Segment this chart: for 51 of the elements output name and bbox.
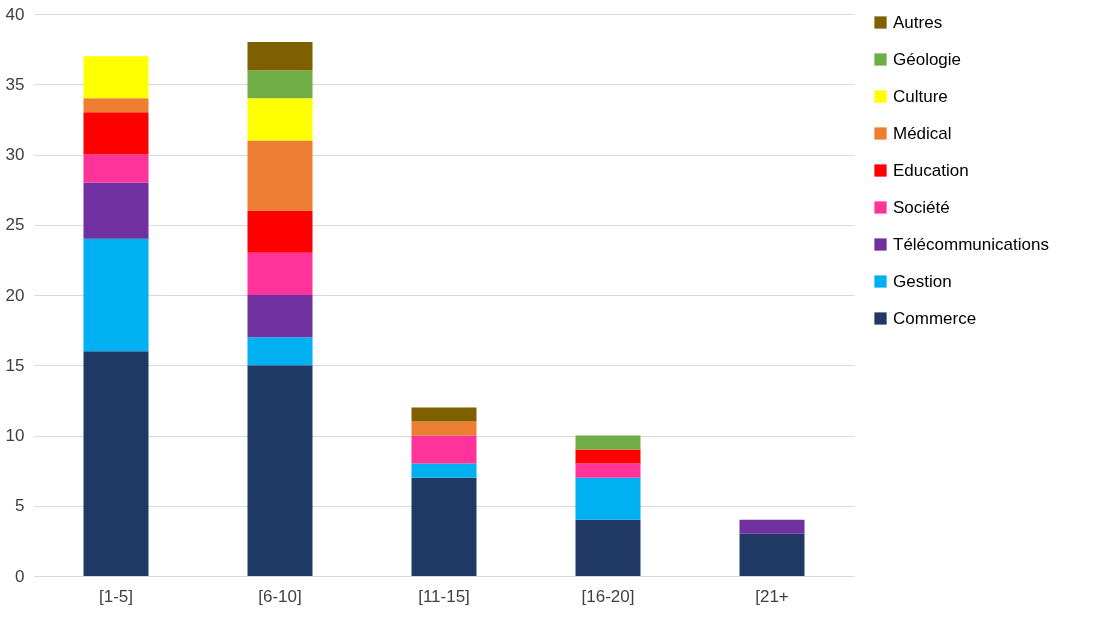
y-tick-label: 25 xyxy=(5,215,25,235)
y-tick-label: 35 xyxy=(5,74,25,94)
y-tick-label: 5 xyxy=(15,496,25,516)
bar xyxy=(575,477,641,520)
y-tick-label: 20 xyxy=(5,285,25,305)
bar xyxy=(411,435,477,464)
bar xyxy=(247,210,313,253)
x-tick-label: [6-10] xyxy=(258,586,302,606)
legend-label: Télécommunications xyxy=(893,234,1049,254)
x-tick-label: [11-15] xyxy=(418,586,470,606)
bar xyxy=(247,337,313,366)
legend-label: Médical xyxy=(893,123,952,143)
legend-label: Société xyxy=(893,197,950,217)
bar xyxy=(83,351,149,576)
bar xyxy=(411,463,477,478)
legend-label: Géologie xyxy=(893,49,962,69)
y-tick-label: 30 xyxy=(5,145,25,164)
bar xyxy=(575,435,641,450)
x-tick-label: [16-20] xyxy=(581,586,635,606)
y-tick-label: 15 xyxy=(5,355,25,375)
bar xyxy=(247,252,313,295)
bar xyxy=(83,182,149,239)
bar xyxy=(411,407,477,422)
bar xyxy=(247,98,313,141)
bar xyxy=(739,519,805,534)
bar xyxy=(83,98,149,113)
bar xyxy=(739,533,805,576)
bar xyxy=(411,477,477,576)
bar xyxy=(247,42,313,71)
x-tick-label: [1-5] xyxy=(98,586,134,606)
bar xyxy=(83,112,149,155)
legend-label: Gestion xyxy=(893,271,952,291)
bar xyxy=(575,449,641,464)
bar xyxy=(575,463,641,478)
bar xyxy=(247,70,313,99)
bar xyxy=(247,140,313,211)
bar xyxy=(575,519,641,576)
bar xyxy=(247,365,313,576)
bar xyxy=(247,295,313,338)
bar xyxy=(411,421,477,436)
bar xyxy=(83,154,149,183)
bar xyxy=(83,238,149,352)
legend-label: Autres xyxy=(893,12,943,32)
legend-label: Education xyxy=(893,160,969,180)
bar xyxy=(83,56,149,99)
y-tick-label: 10 xyxy=(5,426,25,445)
y-tick-label: 0 xyxy=(15,566,25,586)
y-tick-label: 40 xyxy=(5,4,25,24)
legend-label: Culture xyxy=(893,86,948,106)
legend-label: Commerce xyxy=(893,308,977,328)
x-tick-label: [21+ xyxy=(755,586,789,606)
